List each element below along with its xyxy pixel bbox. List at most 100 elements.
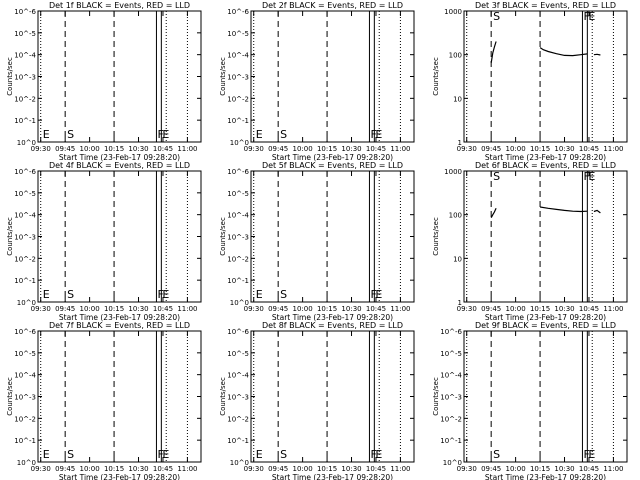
x-tick-label: 10:30	[128, 465, 148, 473]
y-axis-label: Counts/sec	[219, 217, 227, 256]
y-tick-label: 100	[449, 52, 462, 60]
x-tick-label: 10:00	[293, 465, 313, 473]
marker-label: S	[280, 128, 287, 141]
marker-label: F	[370, 448, 376, 461]
marker-label: F	[370, 128, 376, 141]
x-tick-label: 09:30	[244, 145, 264, 153]
x-tick-label: 10:15	[317, 465, 337, 473]
marker-label: E	[162, 288, 169, 301]
y-tick-label: 10^-5	[227, 30, 249, 38]
marker-label: S	[280, 288, 287, 301]
y-tick-label: 10^-1	[14, 437, 36, 445]
marker-label: F	[583, 170, 589, 183]
x-axis-label: Start Time (23-Feb-17 09:28:20)	[59, 153, 180, 162]
x-tick-label: 11:00	[390, 305, 410, 313]
marker-label: E	[375, 448, 382, 461]
x-tick-label: 10:15	[104, 145, 124, 153]
y-tick-label: 10^-5	[227, 190, 249, 198]
y-tick-label: 10^-3	[14, 74, 36, 82]
marker-label: S	[67, 448, 74, 461]
marker-label: E	[256, 448, 263, 461]
marker-label: S	[280, 448, 287, 461]
y-tick-label: 10^-5	[14, 30, 36, 38]
plot-frame	[250, 170, 415, 303]
y-tick-label: 10^-3	[227, 234, 249, 242]
y-tick-label: 10^0	[17, 139, 36, 147]
marker-label: E	[43, 448, 50, 461]
marker-label: E	[43, 288, 50, 301]
y-tick-label: 10^-4	[14, 372, 36, 380]
y-tick-label: 10^-1	[14, 117, 36, 125]
y-tick-label: 10^-2	[14, 95, 36, 103]
marker-label: S	[67, 128, 74, 141]
chart-panel-3: Det 3f BLACK = Events, RED = LLD 1000 100 1…	[432, 1, 628, 162]
y-tick-label: 1	[458, 299, 462, 307]
x-tick-label: 10:30	[554, 145, 574, 153]
marker-label: F	[370, 288, 376, 301]
x-axis-label: Start Time (23-Feb-17 09:28:20)	[272, 153, 393, 162]
y-tick-label: 10^-6	[227, 168, 249, 176]
marker-label: E	[162, 448, 169, 461]
x-tick-label: 09:30	[244, 465, 264, 473]
y-tick-label: 10^0	[230, 459, 249, 467]
y-tick-label: 10^-6	[227, 328, 249, 336]
x-tick-label: 09:30	[31, 305, 51, 313]
x-tick-label: 10:45	[366, 465, 386, 473]
plot-frame	[37, 170, 202, 303]
y-tick-label: 10^-6	[14, 328, 36, 336]
x-tick-label: 10:15	[530, 465, 550, 473]
y-tick-label: 10^-2	[14, 415, 36, 423]
chart-title: Det 7f BLACK = Events, RED = LLD	[49, 321, 190, 330]
chart-title: Det 1f BLACK = Events, RED = LLD	[49, 1, 190, 10]
y-tick-label: 10^-1	[227, 277, 249, 285]
y-tick-label: 10^0	[443, 459, 462, 467]
y-tick-label: 10^-6	[14, 168, 36, 176]
y-tick-label: 10^-1	[14, 277, 36, 285]
x-tick-label: 10:15	[530, 305, 550, 313]
x-tick-label: 09:30	[31, 145, 51, 153]
y-tick-label: 10^-5	[14, 190, 36, 198]
plot-frame	[37, 10, 202, 143]
x-tick-label: 09:45	[268, 305, 288, 313]
x-tick-label: 09:45	[55, 465, 75, 473]
y-tick-label: 10^-4	[440, 372, 462, 380]
y-tick-label: 10^-1	[440, 437, 462, 445]
plot-frame	[463, 170, 628, 303]
y-tick-label: 10^-2	[227, 95, 249, 103]
x-tick-label: 10:45	[579, 465, 599, 473]
x-tick-label: 09:45	[481, 465, 501, 473]
x-tick-label: 10:45	[153, 465, 173, 473]
y-tick-label: 1	[458, 139, 462, 147]
y-tick-label: 10^-2	[440, 415, 462, 423]
marker-label: E	[256, 128, 263, 141]
event-series-line	[490, 41, 497, 63]
x-tick-label: 11:00	[390, 465, 410, 473]
y-tick-label: 10^-1	[227, 437, 249, 445]
y-tick-label: 10^0	[230, 299, 249, 307]
y-axis-label: Counts/sec	[219, 57, 227, 96]
y-tick-label: 100	[449, 212, 462, 220]
y-tick-label: 10^-4	[227, 372, 249, 380]
x-tick-label: 10:15	[104, 305, 124, 313]
x-tick-label: 09:30	[457, 145, 477, 153]
marker-label: E	[588, 10, 595, 23]
x-tick-label: 10:45	[366, 145, 386, 153]
x-tick-label: 10:30	[554, 305, 574, 313]
y-tick-label: 10	[453, 95, 462, 103]
x-tick-label: 10:45	[153, 145, 173, 153]
y-axis-label: Counts/sec	[432, 377, 440, 416]
event-series-line	[540, 206, 588, 213]
x-tick-label: 10:15	[317, 145, 337, 153]
marker-label: E	[588, 448, 595, 461]
y-tick-label: 10^-4	[227, 52, 249, 60]
x-tick-label: 10:30	[341, 145, 361, 153]
chart-panel-9: Det 9f BLACK = Events, RED = LLD 10^0 10^-…	[432, 321, 628, 480]
marker-label: F	[157, 288, 163, 301]
chart-panel-7: Det 7f BLACK = Events, RED = LLD 10^0 10^-…	[6, 321, 202, 480]
marker-label: E	[588, 170, 595, 183]
x-tick-label: 10:30	[128, 305, 148, 313]
y-tick-label: 10^0	[230, 139, 249, 147]
marker-label: F	[583, 10, 589, 23]
x-tick-label: 09:45	[55, 305, 75, 313]
y-axis-label: Counts/sec	[6, 217, 14, 256]
